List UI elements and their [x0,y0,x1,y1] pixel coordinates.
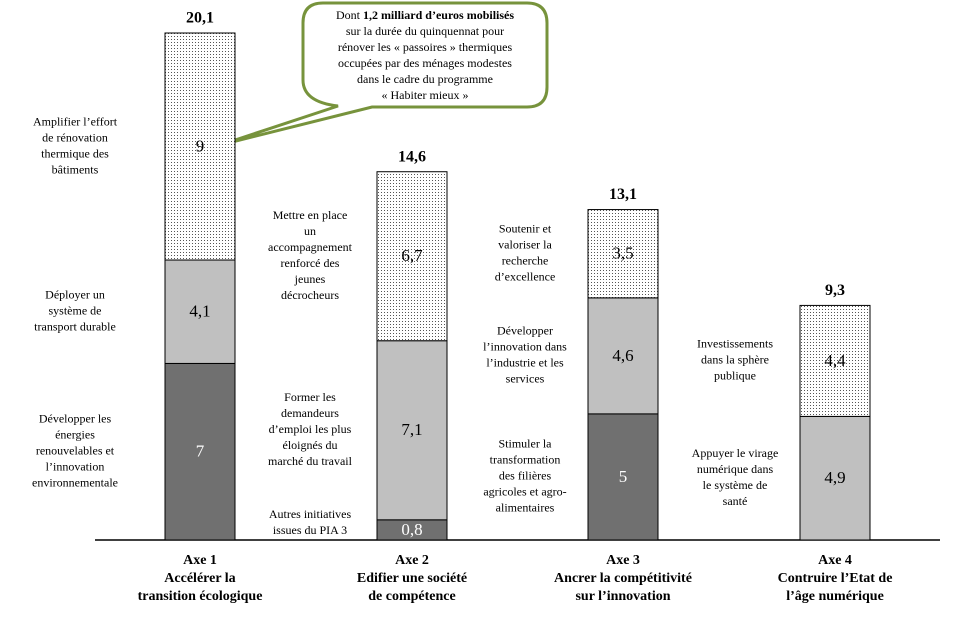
segment-label: valoriser la [498,237,552,251]
category-label: Contruire l’Etat de [778,571,893,586]
segment-label: santé [723,494,748,508]
segment-label: jeunes [294,272,326,286]
segment-label: Appuyer le virage [692,446,779,460]
callout-line: dans le cadre du programme [357,72,493,86]
segment-label: l’industrie et les [486,356,564,370]
callout-line: « Habiter mieux » [382,88,469,102]
category-label: Edifier une société [357,571,467,586]
segment-label: services [506,372,545,386]
segment-label: issues du PIA 3 [273,523,347,537]
value-label: 6,7 [401,246,423,265]
segment-label: énergies [55,427,95,441]
bar-segment [587,297,659,415]
segment-label: éloignés du [283,438,338,452]
segment-label: Développer [497,324,553,338]
segment-label: accompagnement [268,240,353,254]
segment-label: demandeurs [281,406,339,420]
bar-segment [587,413,659,541]
bar-segment [376,171,448,342]
segment-label: Autres initiatives [269,507,352,521]
category-label: transition écologique [138,589,263,604]
segment-label: alimentaires [496,501,555,515]
value-label: 7 [196,442,205,461]
callout-part: 1,2 milliard d’euros mobilisés [363,8,514,22]
segment-label: renforcé des [281,256,340,270]
segment-label: renouvelables et [36,443,115,457]
segment-label: publique [714,369,756,383]
category-label: Axe 2 [395,553,429,568]
segment-label: Mettre en place [273,208,348,222]
bar-segment [799,304,871,417]
segment-label: bâtiments [52,162,99,176]
segment-label: Développer les [39,411,112,425]
callout-line: Dont 1,2 milliard d’euros mobilisés [336,8,514,22]
category-label: Axe 1 [183,553,217,568]
category-label: Axe 3 [606,553,640,568]
callout-bubble [219,1,549,147]
total-label: 9,3 [825,282,845,299]
segment-label: décrocheurs [281,288,339,302]
value-label: 4,6 [612,346,633,365]
callout-part: Dont [336,8,363,22]
callout-part: rénover les « passoires » thermiques [338,40,513,54]
total-label: 14,6 [398,148,426,165]
segment-label: transport durable [34,319,116,333]
category-label: sur l’innovation [575,589,670,604]
value-label: 9 [196,136,205,155]
value-label: 4,1 [189,302,210,321]
segment-label: Amplifier l’effort [33,114,118,128]
value-label: 5 [619,467,628,486]
callout-part: sur la durée du quinquennat pour [346,24,504,38]
segment-label: des filières [499,469,552,483]
segment-label: Déployer un [45,287,105,301]
bar-segment [164,259,236,364]
bar-segment [799,415,871,541]
segment-label: transformation [490,453,561,467]
segment-label: thermique des [41,146,109,160]
bar-segment [164,32,236,261]
segment-label: dans la sphère [701,353,769,367]
total-label: 20,1 [186,10,214,27]
callout-part: dans le cadre du programme [357,72,493,86]
callout-line: sur la durée du quinquennat pour [346,24,504,38]
category-label: de compétence [368,589,455,604]
callout-line: occupées par des ménages modestes [338,56,512,70]
segment-label: l’innovation dans [483,340,567,354]
segment-label: Soutenir et [499,221,552,235]
segment-label: système de [49,303,102,317]
segment-label: Investissements [697,337,773,351]
category-label: Accélérer la [164,571,235,586]
segment-label: numérique dans [697,462,774,476]
value-label: 4,9 [824,468,845,487]
segment-label: Former les [284,390,336,404]
category-label: Ancrer la compétitivité [554,571,692,586]
segment-label: d’excellence [495,269,556,283]
total-label: 13,1 [609,186,637,203]
segment-label: l’innovation [46,459,105,473]
callout-line: rénover les « passoires » thermiques [338,40,513,54]
segment-label: de rénovation [42,130,108,144]
segment-label: environnementale [32,475,118,489]
callout-part: « Habiter mieux » [382,88,469,102]
category-label: l’âge numérique [786,589,884,604]
value-label: 3,5 [612,244,633,263]
segment-label: d’emploi les plus [269,422,352,436]
segment-label: recherche [502,253,549,267]
callout-part: occupées par des ménages modestes [338,56,512,70]
callout-text: Dont 1,2 milliard d’euros mobilisés sur l… [336,8,514,102]
segment-label: le système de [703,478,768,492]
segment-label: agricoles et agro- [483,485,566,499]
segment-label: marché du travail [268,454,353,468]
value-label: 4,4 [824,351,846,370]
segment-label: un [304,224,316,238]
value-label: 0,8 [401,520,422,539]
segment-label: Stimuler la [499,437,553,451]
category-label: Axe 4 [818,553,852,568]
value-label: 7,1 [401,420,422,439]
bar-segment [587,209,659,299]
bar-segment [376,340,448,521]
bar-segment [164,362,236,541]
